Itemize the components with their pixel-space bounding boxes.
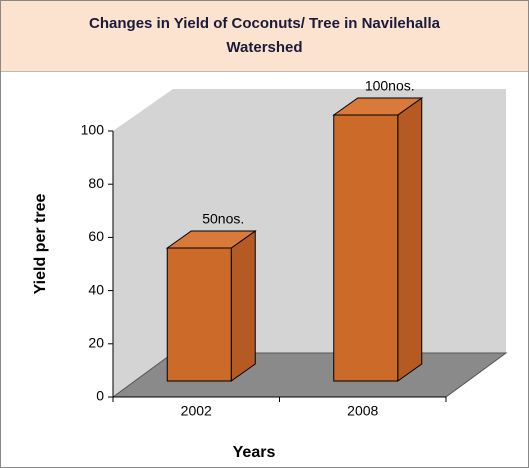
y-tick-label: 20	[88, 335, 104, 351]
title-band: Changes in Yield of Coconuts/ Tree in Na…	[1, 1, 528, 72]
value-label: 50nos.	[202, 211, 244, 227]
value-label: 100nos.	[365, 78, 415, 94]
chart-title: Changes in Yield of Coconuts/ Tree in Na…	[89, 15, 440, 56]
y-tick-label: 0	[96, 388, 104, 404]
bar	[333, 114, 399, 382]
x-axis-label: Years	[233, 444, 276, 461]
y-tick-label: 40	[88, 281, 104, 297]
y-axis-label: Yield per tree	[32, 194, 49, 295]
y-tick-label: 60	[88, 228, 104, 244]
y-tick-label: 100	[81, 122, 105, 138]
x-tick-label: 2008	[347, 403, 378, 419]
bar	[166, 247, 232, 382]
bar-side	[397, 97, 423, 382]
bar-side	[230, 230, 256, 382]
x-tick-label: 2002	[181, 403, 212, 419]
y-tick-label: 80	[88, 175, 104, 191]
